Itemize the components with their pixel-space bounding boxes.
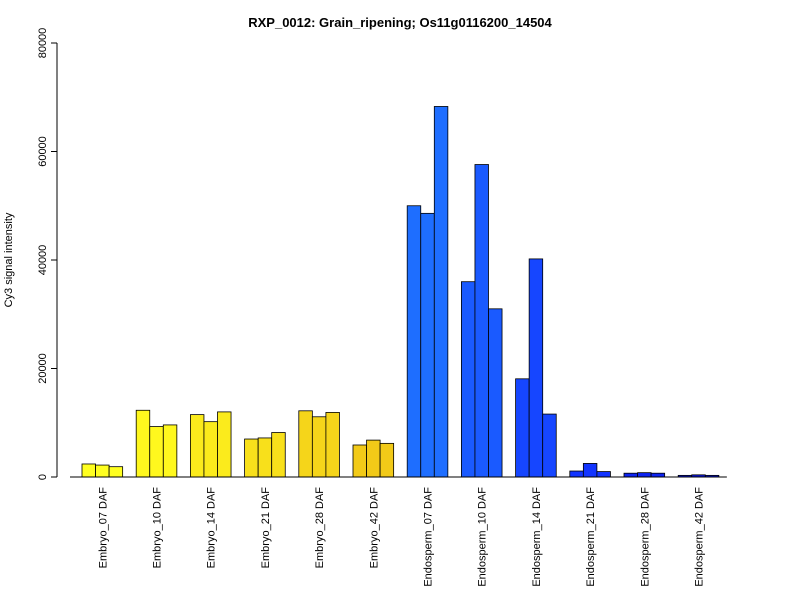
y-tick-label: 40000 — [37, 245, 49, 276]
bar — [352, 444, 367, 478]
bar — [81, 463, 96, 478]
bar — [379, 442, 395, 478]
category-labels: Embryo_07 DAF Embryo_10 DAF Embryo_14 DAF E… — [97, 487, 705, 587]
y-axis-label: Cy3 signal intensity — [3, 212, 15, 307]
bar — [298, 410, 313, 478]
bar — [528, 258, 544, 478]
bar — [325, 412, 340, 478]
bar — [203, 421, 218, 478]
y-tick-label: 80000 — [37, 28, 49, 59]
category-label: Endosperm_42 DAF — [694, 487, 706, 587]
bar — [271, 432, 286, 478]
bar — [217, 411, 232, 478]
bar — [149, 426, 164, 478]
bar — [569, 470, 584, 478]
bar — [596, 471, 611, 478]
bar — [623, 472, 638, 478]
bar — [474, 164, 489, 478]
bar — [637, 472, 652, 478]
bar — [108, 466, 124, 478]
category-label: Endosperm_21 DAF — [585, 487, 597, 587]
bar — [311, 416, 327, 478]
y-axis: 0 20000 40000 60000 80000 — [37, 28, 58, 480]
category-label: Endosperm_14 DAF — [531, 487, 543, 587]
bar — [542, 413, 557, 478]
bar — [162, 424, 178, 478]
bars-group — [70, 106, 727, 478]
bar — [420, 212, 435, 478]
bar — [244, 438, 259, 478]
chart-title: RXP_0012: Grain_ripening; Os11g0116200_1… — [248, 15, 552, 30]
category-label: Endosperm_07 DAF — [423, 487, 435, 587]
y-tick-label: 0 — [37, 474, 49, 480]
bar — [366, 439, 381, 478]
bar — [515, 378, 530, 478]
bar — [650, 472, 666, 478]
category-label: Endosperm_28 DAF — [639, 487, 651, 587]
category-label: Embryo_21 DAF — [260, 487, 272, 569]
y-tick-label: 60000 — [37, 136, 49, 167]
category-label: Embryo_42 DAF — [368, 487, 380, 569]
category-label: Endosperm_10 DAF — [477, 487, 489, 587]
y-tick-label: 20000 — [37, 353, 49, 384]
bar — [95, 464, 110, 478]
category-label: Embryo_14 DAF — [206, 487, 218, 569]
bar — [135, 409, 151, 478]
bar — [433, 106, 449, 478]
bar — [582, 463, 598, 478]
bar — [257, 437, 273, 478]
category-label: Embryo_10 DAF — [152, 487, 164, 569]
bar — [406, 205, 422, 478]
bar — [488, 308, 503, 478]
bar — [189, 414, 205, 478]
category-label: Embryo_28 DAF — [314, 487, 326, 569]
bar — [460, 281, 476, 478]
category-label: Embryo_07 DAF — [97, 487, 109, 569]
